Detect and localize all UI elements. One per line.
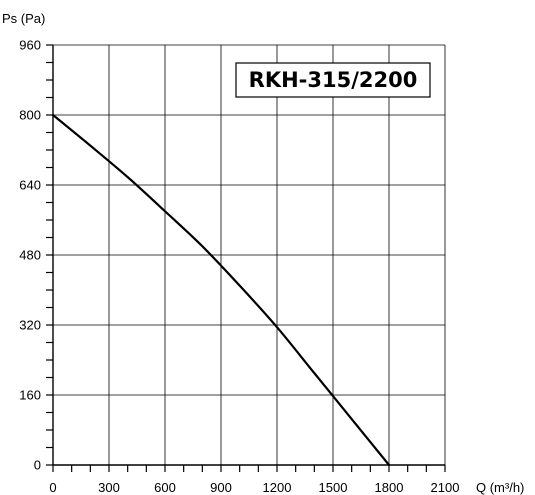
x-tick-label-1500: 1500 [319,480,348,495]
x-tick-label-600: 600 [154,480,176,495]
x-tick-label-2100: 2100 [431,480,460,495]
x-tick-label-0: 0 [49,480,56,495]
x-tick-label-1800: 1800 [375,480,404,495]
x-axis-title: Q (m³/h) [476,480,524,495]
tick-labels: 0 300 600 900 1200 1500 1800 2100 0 160 320 480 640 8… [19,38,459,495]
y-tick-label-800: 800 [19,108,41,123]
chart-title: RKH-315/2200 [249,68,418,92]
model-label-frame [235,62,431,98]
y-tick-label-480: 480 [19,248,41,263]
y-tick-label-320: 320 [19,318,41,333]
y-tick-label-960: 960 [19,38,41,53]
y-axis-title: Ps (Pa) [2,11,45,26]
series-line-0 [51,113,391,467]
x-tick-label-900: 900 [210,480,232,495]
series [51,113,391,467]
model-label-box: RKH-315/2200 [235,62,431,98]
y-tick-label-0: 0 [34,458,41,473]
x-tick-label-300: 300 [98,480,120,495]
grid-lines [53,44,446,465]
x-tick-label-1200: 1200 [263,480,292,495]
minor-ticks [46,44,446,472]
y-tick-label-160: 160 [19,388,41,403]
y-tick-label-640: 640 [19,178,41,193]
